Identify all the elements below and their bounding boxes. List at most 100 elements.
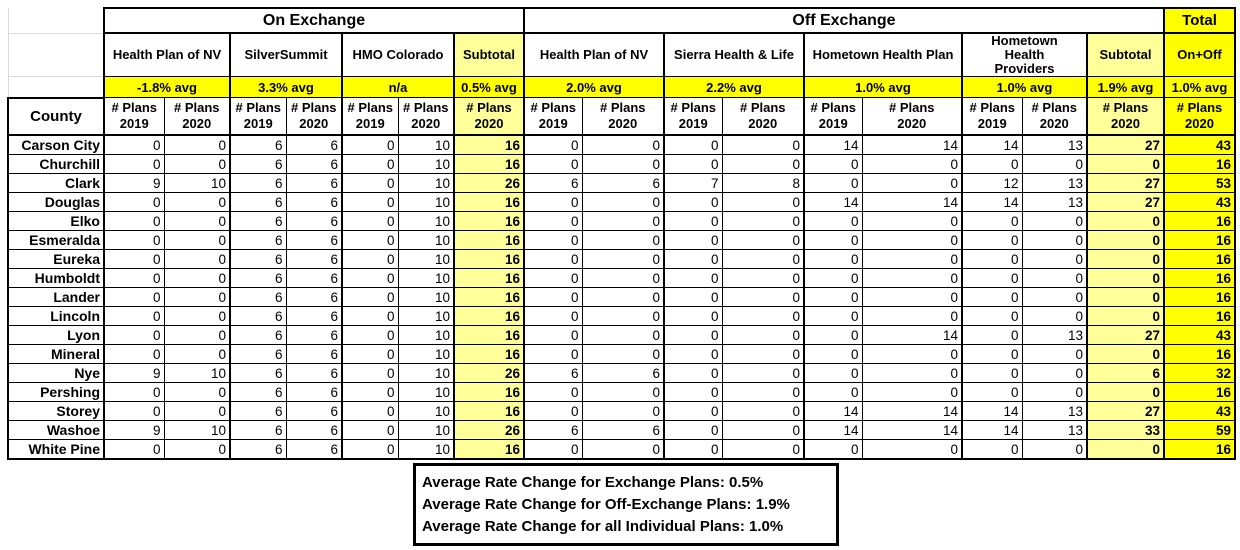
plan-count-cell[interactable]: 0	[523, 306, 583, 326]
plan-count-cell[interactable]: 9	[103, 420, 165, 440]
plan-count-cell[interactable]: 0	[961, 287, 1023, 307]
plan-count-cell[interactable]: 16	[1163, 154, 1236, 174]
plan-count-cell[interactable]: 10	[397, 154, 455, 174]
plan-count-cell[interactable]: 0	[803, 249, 863, 269]
plan-count-cell[interactable]: 26	[453, 363, 525, 383]
plan-count-cell[interactable]: 6	[285, 287, 343, 307]
plan-count-cell[interactable]: 0	[1021, 230, 1088, 250]
plan-count-cell[interactable]: 0	[523, 344, 583, 364]
plan-count-cell[interactable]: 14	[803, 420, 863, 440]
plan-count-cell[interactable]: 7	[663, 173, 723, 193]
plan-count-cell[interactable]: 32	[1163, 363, 1236, 383]
plan-count-cell[interactable]: 16	[453, 249, 525, 269]
plan-count-cell[interactable]: 0	[861, 249, 963, 269]
plan-count-cell[interactable]: 8	[721, 173, 805, 193]
plan-count-cell[interactable]: 6	[523, 420, 583, 440]
plan-count-cell[interactable]: 43	[1163, 325, 1236, 345]
plan-count-cell[interactable]: 0	[961, 211, 1023, 231]
plan-count-cell[interactable]: 10	[397, 192, 455, 212]
plan-count-cell[interactable]: 6	[229, 306, 287, 326]
plan-count-cell[interactable]: 13	[1021, 192, 1088, 212]
plan-count-cell[interactable]: 0	[341, 268, 399, 288]
plan-count-cell[interactable]: 6	[285, 363, 343, 383]
plan-count-cell[interactable]: 0	[103, 344, 165, 364]
county-label[interactable]: Eureka	[7, 249, 105, 269]
plan-count-cell[interactable]: 0	[523, 134, 583, 155]
plan-count-cell[interactable]: 0	[1021, 306, 1088, 326]
plan-count-cell[interactable]: 0	[961, 230, 1023, 250]
plan-count-cell[interactable]: 0	[103, 249, 165, 269]
plan-count-cell[interactable]: 0	[721, 230, 805, 250]
plan-count-cell[interactable]: 10	[163, 420, 231, 440]
plan-count-cell[interactable]: 0	[721, 306, 805, 326]
plan-count-cell[interactable]: 0	[721, 211, 805, 231]
plan-count-cell[interactable]: 0	[961, 249, 1023, 269]
plan-count-cell[interactable]: 0	[341, 134, 399, 155]
plan-count-cell[interactable]: 0	[1086, 382, 1165, 402]
blank-cell[interactable]	[7, 8, 104, 34]
plan-count-cell[interactable]: 26	[453, 420, 525, 440]
plan-count-cell[interactable]: 0	[1086, 268, 1165, 288]
plan-count-cell[interactable]: 16	[453, 344, 525, 364]
plan-count-cell[interactable]: 10	[397, 344, 455, 364]
plan-count-cell[interactable]: 0	[721, 154, 805, 174]
avg-cell-off-sierra[interactable]: 2.2% avg	[663, 76, 805, 98]
plan-count-cell[interactable]: 0	[341, 420, 399, 440]
plan-count-cell[interactable]: 0	[103, 401, 165, 421]
plan-count-cell[interactable]: 0	[861, 287, 963, 307]
plan-count-cell[interactable]: 6	[285, 306, 343, 326]
plan-count-cell[interactable]: 0	[721, 249, 805, 269]
plan-count-cell[interactable]: 0	[163, 192, 231, 212]
plan-count-cell[interactable]: 0	[103, 306, 165, 326]
plan-count-cell[interactable]: 0	[103, 230, 165, 250]
plan-count-cell[interactable]: 0	[103, 268, 165, 288]
carrier-header-on-hmo-colorado[interactable]: HMO Colorado	[341, 32, 455, 77]
plan-count-cell[interactable]: 0	[663, 344, 723, 364]
col-header-off-sierra-2020[interactable]: # Plans 2020	[721, 97, 805, 136]
plan-count-cell[interactable]: 6	[229, 363, 287, 383]
plan-count-cell[interactable]: 0	[581, 249, 665, 269]
plan-count-cell[interactable]: 0	[1021, 382, 1088, 402]
plan-count-cell[interactable]: 14	[861, 401, 963, 421]
plan-count-cell[interactable]: 0	[581, 344, 665, 364]
plan-count-cell[interactable]: 0	[103, 154, 165, 174]
plan-count-cell[interactable]: 10	[397, 306, 455, 326]
plan-count-cell[interactable]: 0	[663, 192, 723, 212]
plan-count-cell[interactable]: 0	[1086, 306, 1165, 326]
plan-count-cell[interactable]: 0	[341, 382, 399, 402]
plan-count-cell[interactable]: 6	[285, 230, 343, 250]
plan-count-cell[interactable]: 0	[803, 230, 863, 250]
col-header-on-hmo-2019[interactable]: # Plans 2019	[341, 97, 399, 136]
plan-count-cell[interactable]: 0	[721, 382, 805, 402]
county-label[interactable]: Nye	[7, 363, 105, 383]
plan-count-cell[interactable]: 0	[523, 249, 583, 269]
plan-count-cell[interactable]: 0	[581, 382, 665, 402]
col-header-off-sierra-2019[interactable]: # Plans 2019	[663, 97, 723, 136]
plan-count-cell[interactable]: 43	[1163, 192, 1236, 212]
plan-count-cell[interactable]: 13	[1021, 325, 1088, 345]
plan-count-cell[interactable]: 0	[803, 382, 863, 402]
plan-count-cell[interactable]: 0	[961, 325, 1023, 345]
off-exchange-group-header[interactable]: Off Exchange	[523, 7, 1165, 34]
plan-count-cell[interactable]: 0	[103, 192, 165, 212]
plan-count-cell[interactable]: 0	[581, 154, 665, 174]
plan-count-cell[interactable]: 0	[163, 211, 231, 231]
plan-count-cell[interactable]: 0	[663, 363, 723, 383]
plan-count-cell[interactable]: 14	[961, 134, 1023, 155]
plan-count-cell[interactable]: 6	[229, 439, 287, 460]
plan-count-cell[interactable]: 0	[721, 287, 805, 307]
plan-count-cell[interactable]: 10	[397, 439, 455, 460]
col-header-on-ss-2020[interactable]: # Plans 2020	[285, 97, 343, 136]
plan-count-cell[interactable]: 16	[453, 268, 525, 288]
plan-count-cell[interactable]: 0	[341, 306, 399, 326]
plan-count-cell[interactable]: 13	[1021, 401, 1088, 421]
plan-count-cell[interactable]: 43	[1163, 134, 1236, 155]
avg-cell-off-hpn[interactable]: 2.0% avg	[523, 76, 665, 98]
plan-count-cell[interactable]: 6	[229, 192, 287, 212]
avg-cell-on-hmo-colorado[interactable]: n/a	[341, 76, 455, 98]
plan-count-cell[interactable]: 26	[453, 173, 525, 193]
plan-count-cell[interactable]: 0	[341, 192, 399, 212]
carrier-header-off-hometown-plan[interactable]: Hometown Health Plan	[803, 32, 963, 77]
plan-count-cell[interactable]: 13	[1021, 173, 1088, 193]
plan-count-cell[interactable]: 10	[397, 249, 455, 269]
